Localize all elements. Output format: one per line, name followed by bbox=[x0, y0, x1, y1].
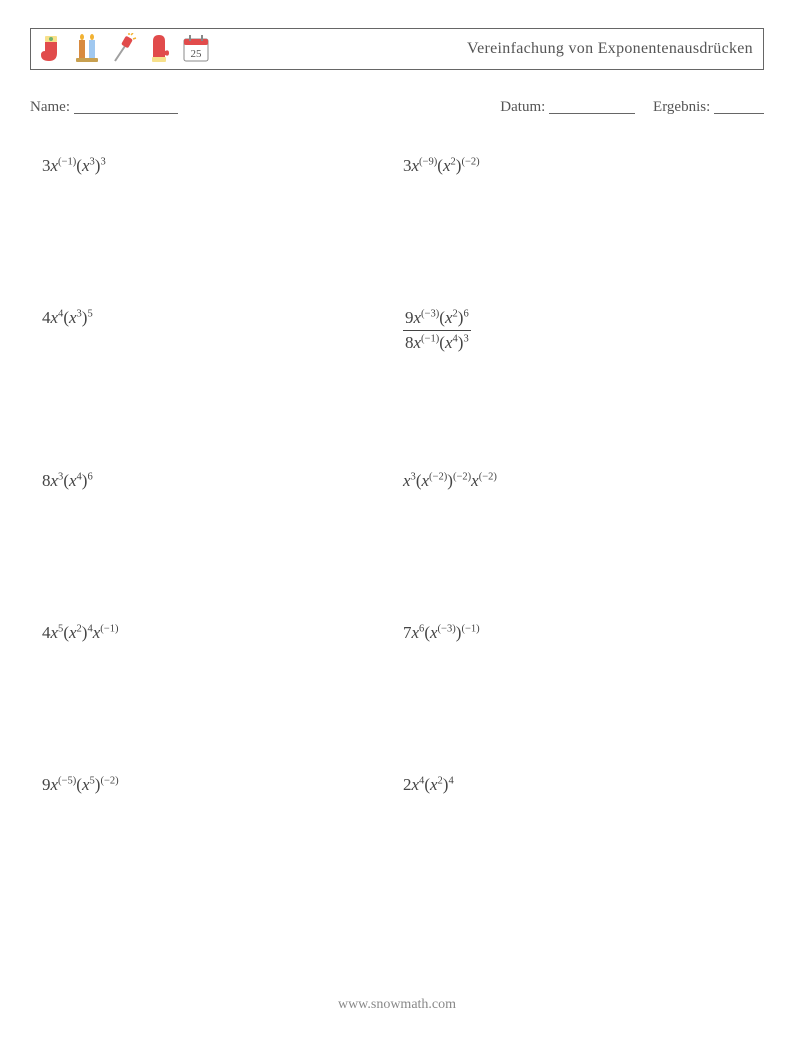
meta-row: Name: Datum: Ergebnis: bbox=[30, 96, 764, 116]
calendar-icon: 25 bbox=[181, 33, 211, 65]
problem-row: 8x3(x4)6x3(x(−2))(−2)x(−2) bbox=[42, 471, 764, 491]
stocking-icon bbox=[37, 33, 65, 65]
problem-cell: x3(x(−2))(−2)x(−2) bbox=[403, 471, 764, 491]
problem-cell: 4x5(x2)4x(−1) bbox=[42, 623, 403, 643]
problems-grid: 3x(−1)(x3)33x(−9)(x2)(−2) 4x4(x3)59x(−3)(… bbox=[30, 156, 764, 795]
date-field: Datum: bbox=[500, 96, 635, 116]
date-label: Datum: bbox=[500, 99, 545, 115]
mitten-icon bbox=[145, 33, 173, 65]
problem-cell: 3x(−9)(x2)(−2) bbox=[403, 156, 764, 176]
problem-cell: 8x3(x4)6 bbox=[42, 471, 403, 491]
problem-cell: 4x4(x3)5 bbox=[42, 308, 403, 353]
problem-row: 4x5(x2)4x(−1)7x6(x(−3))(−1) bbox=[42, 623, 764, 643]
worksheet-title: Vereinfachung von Exponentenausdrücken bbox=[467, 40, 753, 58]
footer: www.snowmath.com bbox=[0, 997, 794, 1013]
result-field: Ergebnis: bbox=[653, 96, 764, 116]
problem-cell: 9x(−3)(x2)68x(−1)(x4)3 bbox=[403, 308, 764, 353]
problem-cell: 9x(−5)(x5)(−2) bbox=[42, 775, 403, 795]
firecracker-icon bbox=[109, 33, 137, 65]
name-field: Name: bbox=[30, 96, 178, 116]
result-label: Ergebnis: bbox=[653, 99, 710, 115]
problem-row: 4x4(x3)59x(−3)(x2)68x(−1)(x4)3 bbox=[42, 308, 764, 353]
calendar-number: 25 bbox=[191, 48, 203, 60]
header-icons: 25 bbox=[37, 33, 211, 65]
result-blank[interactable] bbox=[714, 99, 764, 114]
name-label: Name: bbox=[30, 99, 70, 115]
problem-cell: 3x(−1)(x3)3 bbox=[42, 156, 403, 176]
problem-cell: 2x4(x2)4 bbox=[403, 775, 764, 795]
header-box: 25 Vereinfachung von Exponentenausdrücke… bbox=[30, 28, 764, 70]
candles-icon bbox=[73, 33, 101, 65]
problem-row: 3x(−1)(x3)33x(−9)(x2)(−2) bbox=[42, 156, 764, 176]
date-blank[interactable] bbox=[549, 99, 635, 114]
problem-cell: 7x6(x(−3))(−1) bbox=[403, 623, 764, 643]
name-blank[interactable] bbox=[74, 99, 178, 114]
problem-row: 9x(−5)(x5)(−2)2x4(x2)4 bbox=[42, 775, 764, 795]
